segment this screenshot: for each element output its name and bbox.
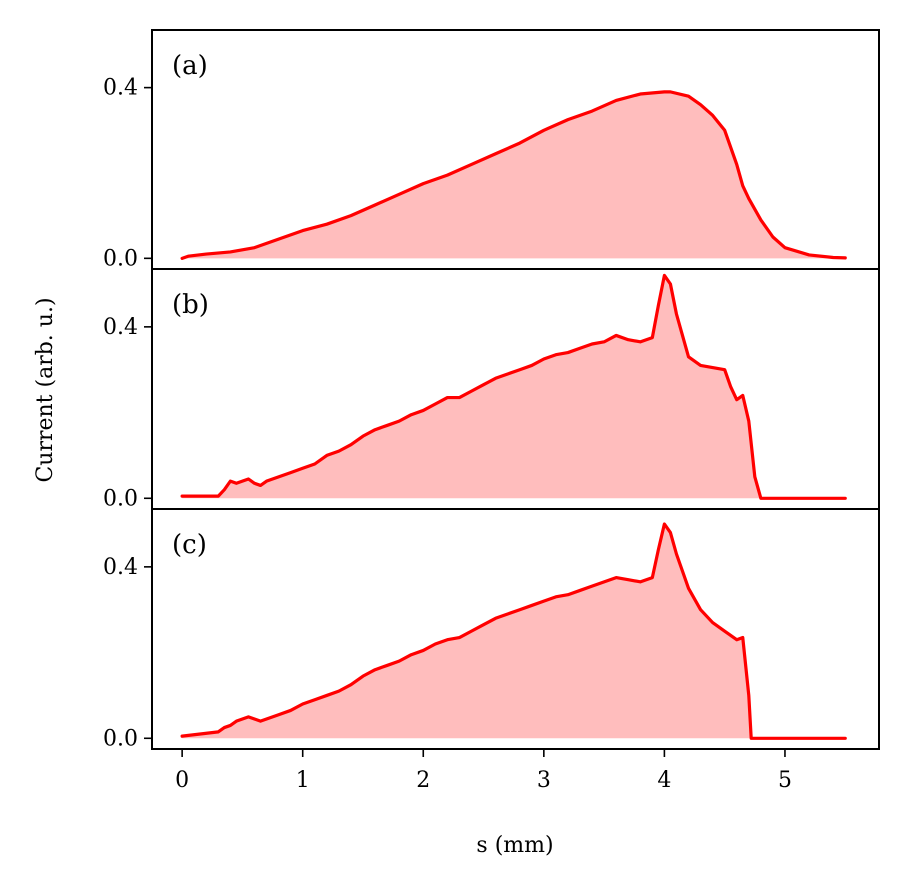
y-tick-label: 0.0 (103, 726, 138, 751)
current-line (180, 522, 847, 740)
panel-frame (151, 508, 880, 750)
y-tick-label: 0.4 (103, 315, 138, 340)
panel-label: (c) (172, 530, 207, 560)
x-tick-label: 1 (296, 768, 310, 793)
x-tick-label: 0 (175, 768, 189, 793)
x-tick-label: 4 (657, 768, 671, 793)
x-tick-label: 3 (537, 768, 551, 793)
x-tick-label: 2 (416, 768, 430, 793)
y-axis-title: Current (arb. u.) (33, 297, 58, 482)
panels-layer: 0.0 0.4 (a) 0.0 0.4 (b) 0.0 0.4 (c) (103, 29, 880, 751)
y-tick-label: 0.0 (103, 486, 138, 511)
x-axis: 0 1 2 3 4 5 (175, 749, 792, 793)
panel-2: 0.0 0.4 (b) (103, 268, 880, 511)
panel-label: (a) (172, 51, 208, 81)
x-tick-label: 5 (778, 768, 792, 793)
y-tick-label: 0.4 (103, 555, 138, 580)
y-tick-label: 0.4 (103, 76, 138, 101)
current-line (180, 90, 847, 260)
panel-3: 0.0 0.4 (c) (103, 508, 880, 751)
area-fill (182, 524, 846, 739)
area-fill (182, 275, 846, 499)
x-axis-title: s (mm) (476, 833, 553, 858)
panel-label: (b) (172, 290, 209, 320)
y-tick-label: 0.0 (103, 246, 138, 271)
current-line (180, 273, 847, 500)
